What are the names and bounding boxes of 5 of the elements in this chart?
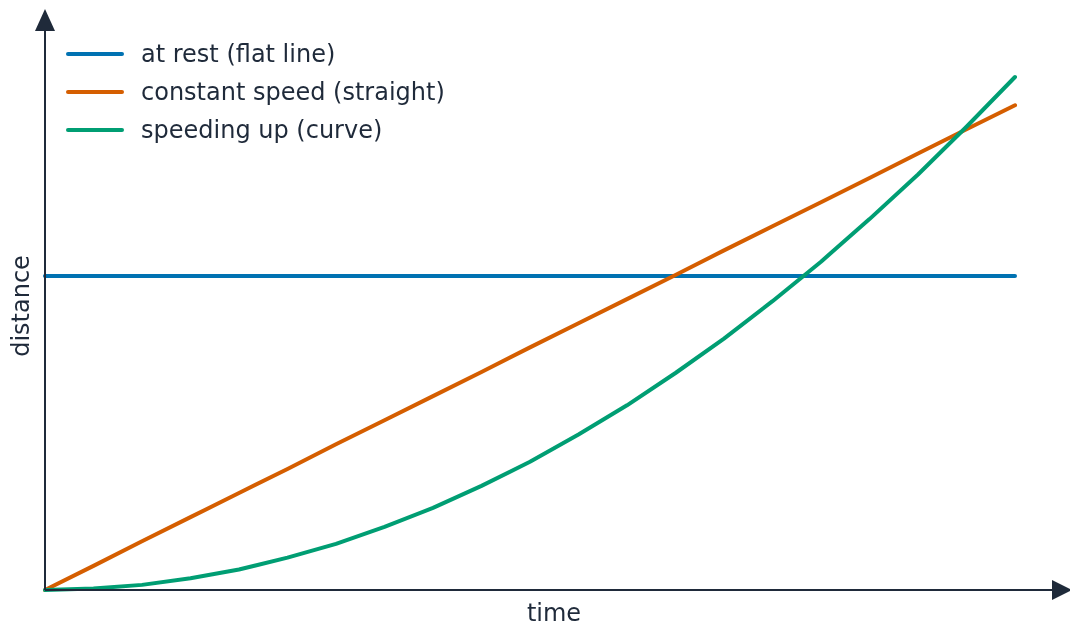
x-axis-title: time bbox=[526, 599, 582, 627]
legend-label: speeding up (curve) bbox=[141, 116, 383, 144]
legend-label: at rest (flat line) bbox=[141, 40, 336, 68]
legend-label: constant speed (straight) bbox=[141, 78, 445, 106]
y-axis-title: distance bbox=[7, 255, 35, 357]
